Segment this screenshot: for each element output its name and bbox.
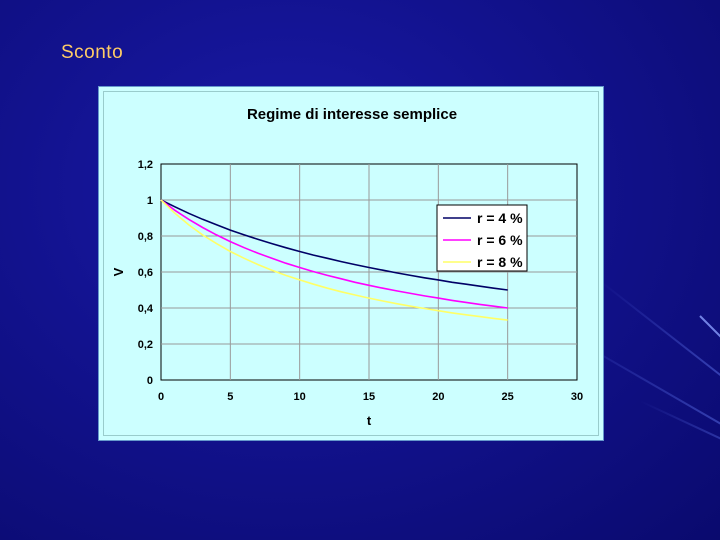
y-tick-label: 1,2: [138, 159, 153, 171]
x-axis-label: t: [367, 413, 372, 428]
slide-title: Sconto: [61, 42, 124, 63]
x-tick-label: 25: [502, 391, 514, 403]
x-tick-label: 30: [571, 391, 583, 403]
x-tick-labels: 0 5 10 15 20 25 30: [158, 391, 583, 403]
x-tick-label: 10: [294, 391, 306, 403]
chart-title: Regime di interesse semplice: [247, 106, 457, 123]
background-streak: [699, 315, 720, 345]
legend-box: [436, 204, 528, 272]
y-tick-label: 0: [147, 375, 153, 387]
y-tick-labels: 0 0,2 0,4 0,6 0,8 1 1,2: [138, 159, 154, 387]
x-tick-label: 0: [158, 391, 164, 403]
x-tick-label: 20: [432, 391, 444, 403]
y-tick-label: 0,8: [138, 231, 153, 243]
legend-label: r = 6 %: [477, 232, 523, 248]
y-axis-label: V: [111, 267, 126, 276]
y-tick-label: 1: [147, 195, 153, 207]
y-tick-label: 0,4: [138, 303, 154, 315]
legend-label: r = 8 %: [477, 254, 523, 270]
series-lines: [160, 199, 508, 321]
background-streak: [639, 400, 720, 453]
legend: r = 4 % r = 6 % r = 8 %: [436, 204, 528, 272]
y-tick-label: 0,2: [138, 339, 153, 351]
series-line: [160, 199, 508, 321]
series-line: [160, 199, 508, 309]
line-chart: Regime di interesse semplice 0 5 10 15 20 25 3…: [111, 106, 583, 428]
chart-area: [103, 91, 599, 436]
x-tick-label: 5: [227, 391, 233, 403]
legend-label: r = 4 %: [477, 210, 523, 226]
y-tick-label: 0,6: [138, 267, 153, 279]
chart-frame: Regime di interesse semplice 0 5 10 15 20 25 3…: [98, 86, 604, 441]
x-tick-label: 15: [363, 391, 375, 403]
series-line: [160, 199, 508, 291]
